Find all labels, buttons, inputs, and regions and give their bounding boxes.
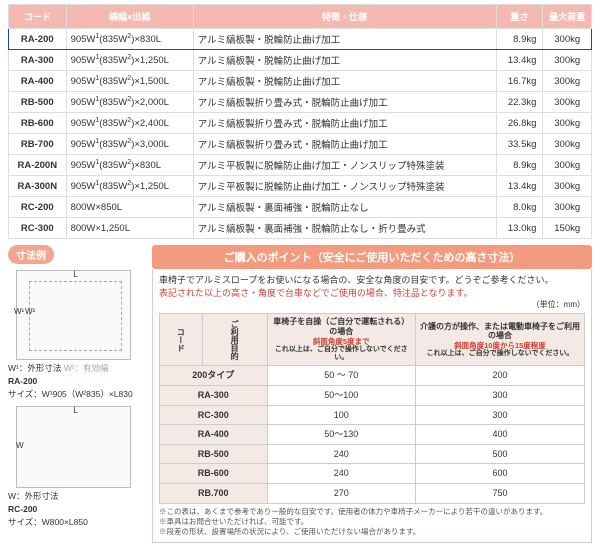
table-row: RB-500905W1(835W2)×2,000Lアルミ縞板製折り畳み式・脱輪防… [9, 92, 592, 113]
dimension-badge: 寸法例 [8, 245, 54, 264]
table-row: 200タイプ50 ～ 70200 [160, 366, 585, 386]
info-box: 車椅子でアルミスロープをお使いになる場合の、安全な角度の目安です。どうぞご参考く… [152, 269, 592, 543]
table-row: RA-40050～130400 [160, 425, 585, 445]
spec-table: コード横幅×出幅特徴・仕様重さ最大荷重 RA-200905W1(835W2)×8… [8, 4, 592, 239]
table-row: RA-300N905W1(835W2)×1,250Lアルミ平板製に脱輪防止曲げ加… [9, 176, 592, 197]
table-row: RA-400905W1(835W2)×1,500Lアルミ縞板製・脱輪防止曲げ加工… [9, 71, 592, 92]
table-row: RC-300800W×1,250Lアルミ縞板製・裏面補強・脱輪防止なし・折り畳み… [9, 218, 592, 239]
table-row: RB-500240500 [160, 444, 585, 464]
table-row: RA-200905W1(835W2)×830Lアルミ縞板製・脱輪防止曲げ加工8.… [9, 29, 592, 50]
table-row: RC-300100300 [160, 405, 585, 425]
table-row: RB.700270750 [160, 483, 585, 503]
table-row: RB-600240600 [160, 464, 585, 484]
table-row: RA-30050～100300 [160, 385, 585, 405]
table-row: RA-200N905W1(835W2)×830Lアルミ平板製に脱輪防止曲げ加工・… [9, 155, 592, 176]
dimension-examples: 寸法例 L W¹ W² W¹：外形寸法 W²：有効幅 RA-200 サイズ：W¹… [8, 245, 146, 543]
diagram-rc200: L W [16, 406, 131, 488]
purchase-banner: ご購入のポイント（安全にご使用いただくための高さ寸法） [152, 245, 592, 269]
angle-table: コード ご利用目的 車椅子を自操（ご自分で運転される）の場合斜面角度5度までこれ… [159, 313, 585, 503]
diagram-ra200: L W¹ W² [16, 270, 131, 360]
table-row: RB-700905W1(835W2)×3,000Lアルミ縞板製折り畳み式・脱輪防… [9, 134, 592, 155]
table-row: RA-300905W1(835W2)×1,250Lアルミ縞板製・脱輪防止曲げ加工… [9, 50, 592, 71]
table-row: RB-600905W1(835W2)×2,400Lアルミ縞板製折り畳み式・脱輪防… [9, 113, 592, 134]
table-row: RC-200800W×850Lアルミ縞板製・裏面補強・脱輪防止なし8.0kg30… [9, 197, 592, 218]
